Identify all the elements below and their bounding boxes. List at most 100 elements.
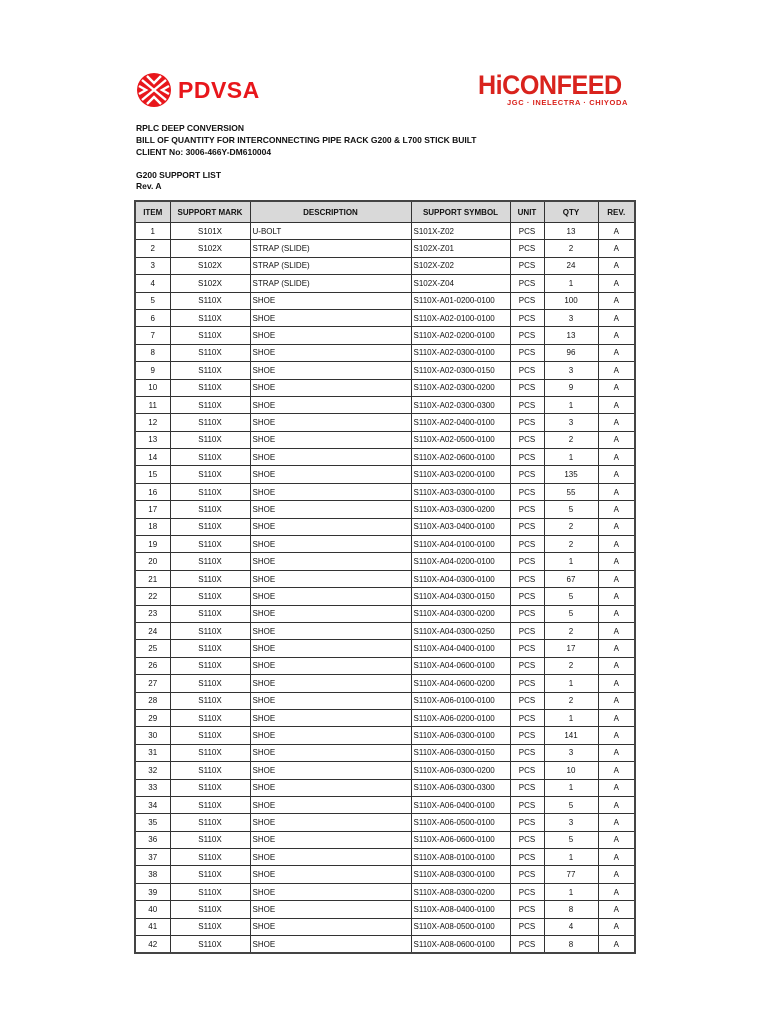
cell-support-mark: S110X — [169, 361, 251, 380]
cell-rev: A — [597, 361, 636, 380]
cell-description: SHOE — [249, 395, 412, 415]
table-row: 25 S110X SHOE S110X-A04-0400-0100 PCS 17 A — [134, 639, 636, 658]
cell-item: 26 — [134, 656, 171, 676]
cell-support-mark: S110X — [169, 326, 251, 345]
cell-unit: PCS — [509, 326, 545, 345]
cell-qty: 67 — [543, 569, 599, 589]
cell-support-mark: S101X — [169, 221, 251, 241]
cell-support-symbol: S110X-A06-0500-0100 — [410, 813, 511, 832]
cell-qty: 2 — [543, 430, 599, 450]
cell-unit: PCS — [509, 517, 545, 537]
cell-support-mark: S110X — [169, 639, 251, 658]
cell-qty: 9 — [543, 378, 599, 397]
cell-support-symbol: S110X-A04-0400-0100 — [410, 639, 511, 658]
table-row: 33 S110X SHOE S110X-A06-0300-0300 PCS 1 A — [134, 778, 636, 797]
cell-support-symbol: S110X-A03-0300-0200 — [410, 500, 511, 519]
cell-unit: PCS — [509, 256, 545, 276]
table-row: 17 S110X SHOE S110X-A03-0300-0200 PCS 5 A — [134, 500, 636, 519]
cell-item: 20 — [134, 552, 171, 571]
cell-qty: 3 — [543, 813, 599, 832]
cell-item: 13 — [134, 430, 171, 450]
cell-support-symbol: S110X-A02-0200-0100 — [410, 326, 511, 345]
support-list-table: ITEM SUPPORT MARK DESCRIPTION SUPPORT SYMBO… — [134, 200, 636, 955]
cell-rev: A — [597, 656, 636, 676]
table-row: 40 S110X SHOE S110X-A08-0400-0100 PCS 8 A — [134, 900, 636, 919]
cell-rev: A — [597, 587, 636, 606]
cell-unit: PCS — [509, 708, 545, 728]
cell-rev: A — [597, 639, 636, 658]
cell-unit: PCS — [509, 482, 545, 502]
cell-description: SHOE — [249, 552, 412, 571]
cell-unit: PCS — [509, 656, 545, 676]
cell-item: 38 — [134, 865, 171, 884]
cell-rev: A — [597, 343, 636, 363]
cell-item: 42 — [134, 935, 171, 954]
cell-support-symbol: S110X-A03-0200-0100 — [410, 465, 511, 484]
cell-support-mark: S102X — [169, 239, 251, 258]
cell-support-mark: S110X — [169, 865, 251, 884]
confeed-logo-text: HiCONFEED — [478, 70, 622, 100]
cell-rev: A — [597, 708, 636, 728]
cell-rev: A — [597, 326, 636, 345]
cell-support-mark: S110X — [169, 708, 251, 728]
cell-support-symbol: S110X-A08-0100-0100 — [410, 848, 511, 867]
cell-support-mark: S110X — [169, 569, 251, 589]
pdvsa-emblem-icon — [137, 73, 171, 107]
cell-support-mark: S110X — [169, 795, 251, 815]
cell-support-symbol: S110X-A06-0300-0200 — [410, 761, 511, 780]
table-row: 5 S110X SHOE S110X-A01-0200-0100 PCS 100 A — [134, 291, 636, 310]
cell-qty: 2 — [543, 656, 599, 676]
table-row: 14 S110X SHOE S110X-A02-0600-0100 PCS 1 A — [134, 448, 636, 467]
cell-support-symbol: S102X-Z04 — [410, 274, 511, 293]
cell-qty: 5 — [543, 587, 599, 606]
cell-support-mark: S110X — [169, 430, 251, 450]
cell-description: SHOE — [249, 761, 412, 780]
cell-qty: 2 — [543, 239, 599, 258]
cell-description: SHOE — [249, 882, 412, 902]
cell-support-mark: S110X — [169, 778, 251, 797]
cell-description: SHOE — [249, 587, 412, 606]
cell-qty: 55 — [543, 482, 599, 502]
cell-description: SHOE — [249, 361, 412, 380]
cell-unit: PCS — [509, 900, 545, 919]
cell-item: 24 — [134, 621, 171, 641]
table-row: 30 S110X SHOE S110X-A06-0300-0100 PCS 141 A — [134, 726, 636, 745]
cell-support-mark: S110X — [169, 500, 251, 519]
cell-rev: A — [597, 413, 636, 432]
cell-unit: PCS — [509, 274, 545, 293]
cell-support-mark: S110X — [169, 726, 251, 745]
confeed-logo-subtitle: JGC · INELECTRA · CHIYODA — [507, 98, 628, 107]
cell-description: SHOE — [249, 743, 412, 763]
cell-description: SHOE — [249, 865, 412, 884]
cell-support-mark: S110X — [169, 587, 251, 606]
cell-support-symbol: S110X-A06-0300-0300 — [410, 778, 511, 797]
cell-item: 16 — [134, 482, 171, 502]
cell-support-mark: S110X — [169, 935, 251, 954]
cell-description: SHOE — [249, 343, 412, 363]
cell-rev: A — [597, 848, 636, 867]
table-row: 16 S110X SHOE S110X-A03-0300-0100 PCS 55 A — [134, 482, 636, 502]
cell-qty: 1 — [543, 448, 599, 467]
column-header-rev: REV. — [597, 200, 636, 223]
cell-support-symbol: S110X-A02-0300-0150 — [410, 361, 511, 380]
cell-item: 7 — [134, 326, 171, 345]
cell-description: SHOE — [249, 639, 412, 658]
cell-support-symbol: S110X-A08-0300-0100 — [410, 865, 511, 884]
cell-description: SHOE — [249, 656, 412, 676]
cell-rev: A — [597, 795, 636, 815]
cell-support-mark: S110X — [169, 604, 251, 623]
table-row: 35 S110X SHOE S110X-A06-0500-0100 PCS 3 A — [134, 813, 636, 832]
pdvsa-logo-text: PDVSA — [178, 76, 260, 103]
cell-unit: PCS — [509, 882, 545, 902]
cell-support-symbol: S110X-A04-0100-0100 — [410, 535, 511, 554]
cell-unit: PCS — [509, 813, 545, 832]
cell-qty: 5 — [543, 795, 599, 815]
cell-support-symbol: S102X-Z02 — [410, 256, 511, 276]
cell-item: 1 — [134, 221, 171, 241]
table-row: 37 S110X SHOE S110X-A08-0100-0100 PCS 1 A — [134, 848, 636, 867]
cell-description: SHOE — [249, 569, 412, 589]
cell-unit: PCS — [509, 761, 545, 780]
cell-rev: A — [597, 778, 636, 797]
cell-support-symbol: S110X-A02-0300-0300 — [410, 395, 511, 415]
table-row: 26 S110X SHOE S110X-A04-0600-0100 PCS 2 A — [134, 656, 636, 676]
